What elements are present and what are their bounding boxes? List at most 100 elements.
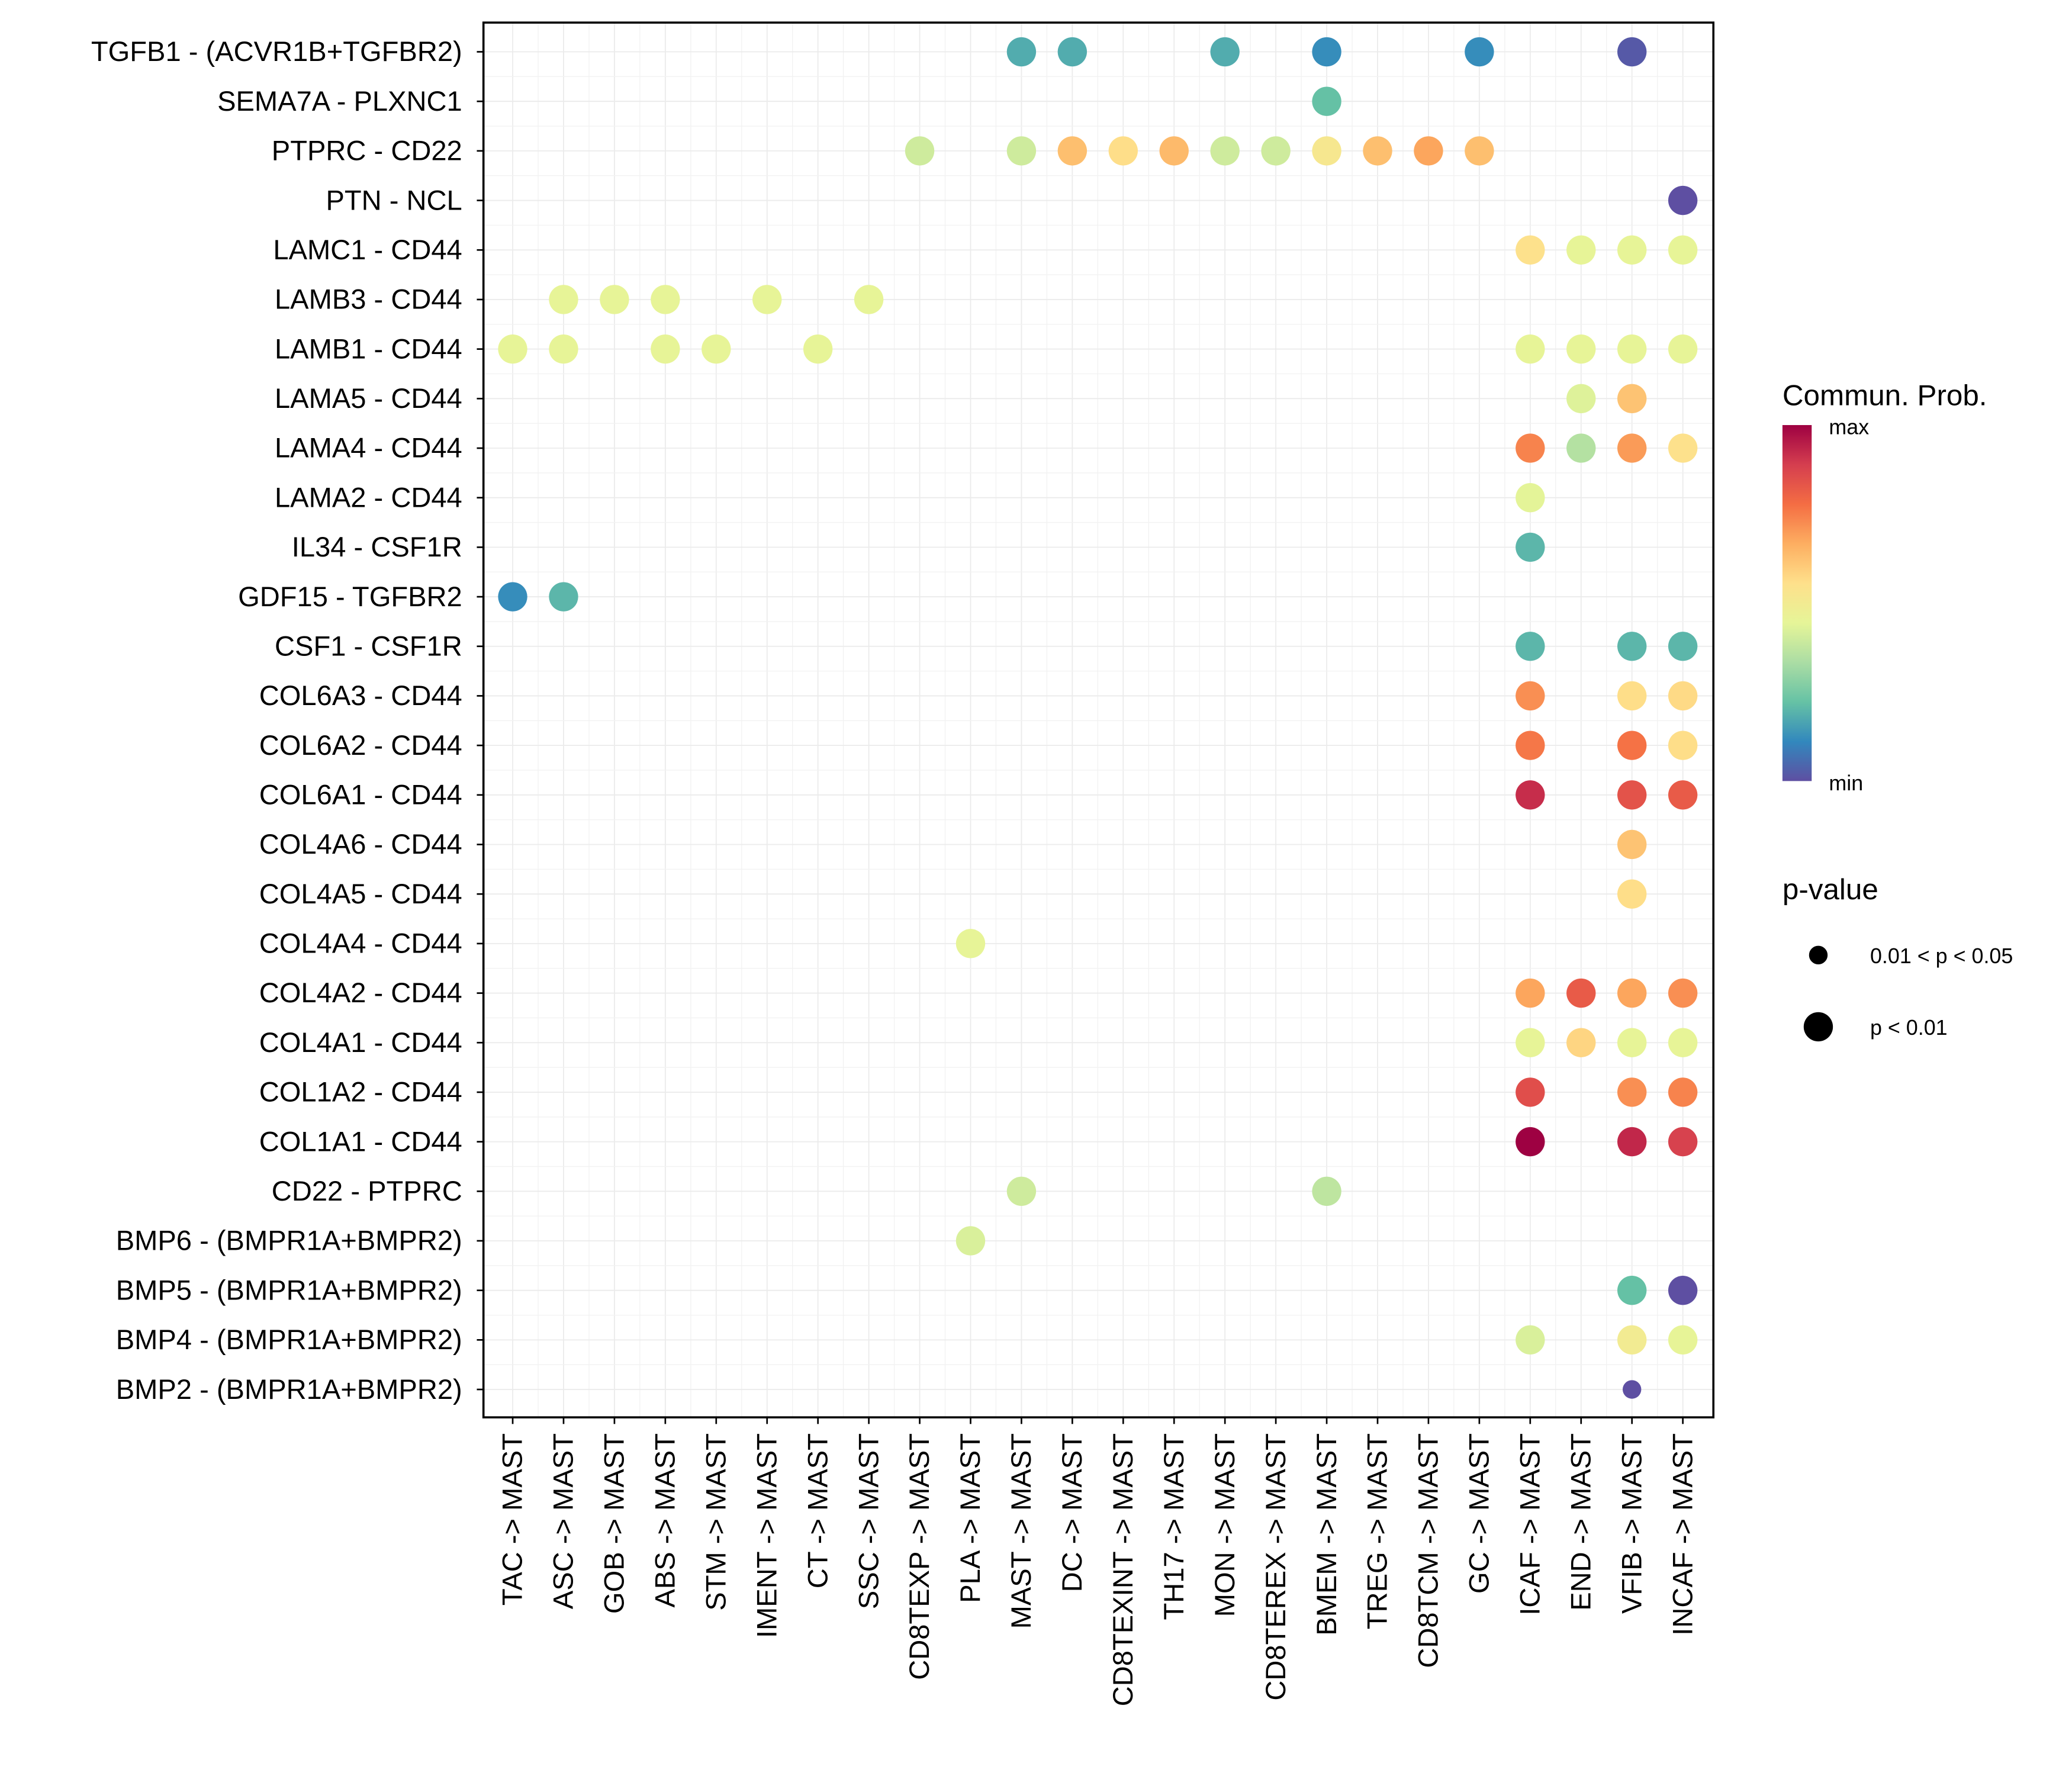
y-tick-label: COL1A2 - CD44 bbox=[259, 1076, 462, 1108]
y-tick-label: COL6A2 - CD44 bbox=[259, 729, 462, 761]
data-point bbox=[1668, 632, 1698, 661]
data-point bbox=[905, 136, 935, 166]
data-point bbox=[1414, 136, 1443, 166]
y-tick-label: COL1A1 - CD44 bbox=[259, 1125, 462, 1157]
data-point bbox=[955, 929, 986, 958]
data-point bbox=[1516, 681, 1545, 711]
data-point bbox=[1617, 879, 1647, 909]
data-point bbox=[1617, 632, 1647, 661]
data-point bbox=[1516, 433, 1545, 463]
colorbar-min-label: min bbox=[1829, 771, 1863, 795]
x-tick-label: CD8TEREX -> MAST bbox=[1260, 1433, 1291, 1701]
size-legend-large-dot bbox=[1803, 1012, 1833, 1042]
x-tick-label: INCAF -> MAST bbox=[1666, 1433, 1698, 1636]
data-point bbox=[1516, 235, 1545, 265]
data-point bbox=[1668, 433, 1698, 463]
y-tick-label: GDF15 - TGFBR2 bbox=[238, 581, 462, 612]
data-point bbox=[1516, 978, 1545, 1008]
x-tick-label: CT -> MAST bbox=[802, 1433, 833, 1588]
x-tick-label: PLA -> MAST bbox=[954, 1433, 986, 1603]
y-tick-label: IL34 - CSF1R bbox=[292, 531, 462, 562]
size-legend-title: p-value bbox=[1783, 873, 1878, 906]
data-point bbox=[955, 1226, 986, 1256]
data-point bbox=[1617, 334, 1647, 364]
x-axis: TAC -> MAST ASC -> MAST GOB -> MAST ABS -> … bbox=[497, 1417, 1698, 1706]
data-point bbox=[1006, 136, 1037, 166]
y-tick-label: LAMB1 - CD44 bbox=[275, 333, 462, 364]
data-point bbox=[1516, 1127, 1545, 1157]
data-point bbox=[1617, 1275, 1647, 1305]
size-legend-large-label: p < 0.01 bbox=[1870, 1016, 1948, 1040]
legend: Commun. Prob. max min p-value 0.01 < p <… bbox=[1782, 379, 2013, 1042]
data-point bbox=[549, 582, 578, 612]
grid-lines bbox=[483, 22, 1714, 1418]
y-tick-label: BMP5 - (BMPR1A+BMPR2) bbox=[116, 1274, 462, 1305]
data-point bbox=[1617, 433, 1647, 463]
data-point bbox=[1566, 433, 1596, 463]
data-point bbox=[1617, 1325, 1647, 1355]
y-tick-label: CSF1 - CSF1R bbox=[275, 630, 462, 661]
data-point bbox=[1617, 829, 1647, 860]
y-tick-label: PTN - NCL bbox=[326, 184, 462, 215]
y-axis: TGFB1 - (ACVR1B+TGFBR2) SEMA7A - PLXNC1 PT… bbox=[91, 36, 484, 1405]
x-tick-label: ABS -> MAST bbox=[649, 1433, 681, 1608]
y-tick-label: COL4A6 - CD44 bbox=[259, 828, 462, 860]
data-point bbox=[1668, 780, 1698, 810]
data-point bbox=[1617, 37, 1647, 67]
data-point bbox=[1668, 681, 1698, 711]
y-tick-label: LAMC1 - CD44 bbox=[273, 234, 462, 265]
data-point bbox=[1108, 136, 1138, 166]
data-point bbox=[1668, 1077, 1698, 1107]
data-point bbox=[1617, 1077, 1647, 1107]
y-tick-label: BMP4 - (BMPR1A+BMPR2) bbox=[116, 1324, 462, 1355]
y-tick-label: LAMB3 - CD44 bbox=[275, 284, 462, 315]
data-point bbox=[1210, 136, 1240, 166]
data-point bbox=[1516, 780, 1545, 810]
data-point bbox=[1057, 37, 1088, 67]
data-point bbox=[1566, 334, 1596, 364]
plot-panel-border bbox=[482, 21, 1715, 1418]
data-point bbox=[1516, 1325, 1545, 1355]
y-tick-label: COL4A1 - CD44 bbox=[259, 1027, 462, 1058]
data-point bbox=[1668, 731, 1698, 760]
data-point bbox=[1312, 86, 1341, 116]
data-point bbox=[1668, 235, 1698, 265]
data-point bbox=[651, 334, 680, 364]
colorbar-max-label: max bbox=[1829, 416, 1869, 439]
data-point bbox=[1668, 978, 1698, 1008]
x-tick-label: MAST -> MAST bbox=[1005, 1433, 1037, 1629]
data-point bbox=[1617, 235, 1647, 265]
y-tick-label: COL4A5 - CD44 bbox=[259, 878, 462, 909]
x-tick-label: DC -> MAST bbox=[1056, 1433, 1088, 1592]
data-point bbox=[549, 334, 578, 364]
data-point bbox=[1668, 334, 1698, 364]
x-tick-label: CD8TCM -> MAST bbox=[1413, 1433, 1444, 1668]
data-point bbox=[1622, 1380, 1642, 1399]
data-point bbox=[1617, 731, 1647, 760]
data-point bbox=[1465, 37, 1494, 67]
size-legend-small-dot bbox=[1809, 945, 1828, 965]
points-layer bbox=[498, 37, 1698, 1399]
x-tick-label: CD8TEXP -> MAST bbox=[903, 1433, 935, 1680]
x-tick-label: GOB -> MAST bbox=[599, 1433, 630, 1614]
data-point bbox=[1516, 532, 1545, 562]
data-point bbox=[1363, 136, 1392, 166]
data-point bbox=[803, 334, 833, 364]
x-tick-label: VFIB -> MAST bbox=[1616, 1433, 1647, 1614]
data-point bbox=[1312, 136, 1341, 166]
data-point bbox=[1617, 1028, 1647, 1057]
x-tick-label: BMEM -> MAST bbox=[1311, 1433, 1342, 1636]
data-point bbox=[1006, 1176, 1037, 1206]
data-point bbox=[1668, 1275, 1698, 1305]
y-tick-label: LAMA4 - CD44 bbox=[275, 432, 462, 464]
data-point bbox=[702, 334, 731, 364]
data-point bbox=[1566, 978, 1596, 1008]
data-point bbox=[1566, 235, 1596, 265]
y-tick-label: COL6A3 - CD44 bbox=[259, 680, 462, 711]
y-tick-label: COL4A4 - CD44 bbox=[259, 928, 462, 959]
data-point bbox=[1006, 37, 1037, 67]
data-point bbox=[1617, 384, 1647, 413]
data-point bbox=[1566, 1028, 1596, 1057]
